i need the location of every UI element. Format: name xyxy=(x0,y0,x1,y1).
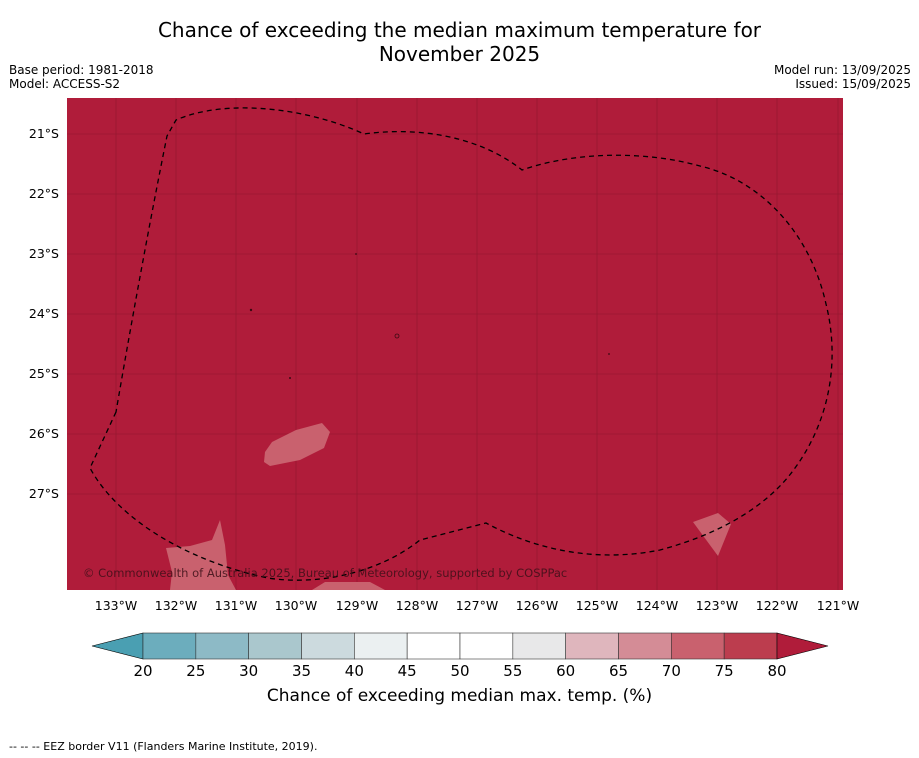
colorbar-tick-label: 35 xyxy=(292,662,311,680)
lon-label: 131°W xyxy=(215,598,257,613)
meta-right: Model run: 13/09/2025 Issued: 15/09/2025 xyxy=(774,63,911,91)
colorbar-tick-label: 80 xyxy=(767,662,786,680)
graticule xyxy=(67,98,843,590)
colorbar-tick-label: 55 xyxy=(503,662,522,680)
colorbar-segment xyxy=(248,632,302,660)
copyright-text: © Commonwealth of Australia 2025, Bureau… xyxy=(83,566,567,580)
island-marker xyxy=(289,377,291,379)
model-run: Model run: 13/09/2025 xyxy=(773,63,911,77)
colorbar-low-extension xyxy=(91,632,144,660)
model-name: Model: ACCESS-S2 xyxy=(9,77,121,91)
islands xyxy=(249,253,610,379)
colorbar-tick-label: 70 xyxy=(662,662,681,680)
colorbar-tick-label: 25 xyxy=(186,662,205,680)
lon-label: 121°W xyxy=(817,598,859,613)
lon-label: 128°W xyxy=(396,598,438,613)
title-line-2: November 2025 xyxy=(378,42,541,66)
map-area[interactable] xyxy=(67,98,843,590)
colorbar-tick-label: 65 xyxy=(609,662,628,680)
lat-label: 26°S xyxy=(29,426,59,441)
colorbar-segment xyxy=(723,632,778,660)
issued-date: Issued: 15/09/2025 xyxy=(795,77,911,91)
island-marker xyxy=(249,308,253,312)
colorbar-tick-label: 20 xyxy=(133,662,152,680)
colorbar-tick-label: 75 xyxy=(715,662,734,680)
lon-label: 123°W xyxy=(696,598,738,613)
lat-label: 21°S xyxy=(29,126,59,141)
probability-patch xyxy=(693,513,731,556)
lon-label: 127°W xyxy=(456,598,498,613)
colorbar-segment xyxy=(618,632,672,660)
island-marker xyxy=(394,333,400,339)
map-figure: © Commonwealth of Australia 2025, Bureau… xyxy=(29,98,859,680)
lon-label: 133°W xyxy=(95,598,137,613)
lon-label: 130°W xyxy=(275,598,317,613)
lon-label: 132°W xyxy=(155,598,197,613)
colorbar-label: Chance of exceeding median max. temp. (%… xyxy=(266,686,653,706)
colorbar-segment xyxy=(459,632,514,660)
colorbar-segment xyxy=(301,632,355,660)
colorbar-high-extension xyxy=(776,632,829,660)
probability-patch xyxy=(264,423,330,466)
probability-patch xyxy=(166,520,236,590)
colorbar-segment xyxy=(565,632,619,660)
colorbar: 20 25 30 35 40 45 50 55 60 65 70 75 80 xyxy=(91,632,829,680)
colorbar-tick-label: 40 xyxy=(345,662,364,680)
lat-label: 24°S xyxy=(29,306,59,321)
meta-left: Base period: 1981-2018 Model: ACCESS-S2 xyxy=(9,63,154,91)
colorbar-segment xyxy=(195,632,249,660)
colorbar-tick-label: 30 xyxy=(239,662,258,680)
colorbar-segment xyxy=(671,632,725,660)
lon-label: 122°W xyxy=(756,598,798,613)
lon-label: 125°W xyxy=(576,598,618,613)
lat-label: 22°S xyxy=(29,186,59,201)
colorbar-segment xyxy=(406,632,461,660)
colorbar-tick-label: 45 xyxy=(398,662,417,680)
colorbar-tick-label: 60 xyxy=(556,662,575,680)
island-marker xyxy=(608,353,610,355)
probability-patch xyxy=(312,582,385,590)
colorbar-tick-label: 50 xyxy=(450,662,469,680)
lon-label: 129°W xyxy=(336,598,378,613)
longitude-labels: 133°W 132°W 131°W 130°W 129°W 128°W 127°… xyxy=(95,598,859,613)
lat-label: 23°S xyxy=(29,246,59,261)
title-line-1: Chance of exceeding the median maximum t… xyxy=(157,18,762,42)
latitude-labels: 21°S 22°S 23°S 24°S 25°S 26°S 27°S xyxy=(29,126,59,501)
colorbar-segment xyxy=(354,632,408,660)
lat-label: 27°S xyxy=(29,486,59,501)
colorbar-segment xyxy=(142,632,197,660)
eez-border xyxy=(89,107,833,581)
eez-legend: -- -- -- EEZ border V11 (Flanders Marine… xyxy=(9,740,318,753)
map-title: Chance of exceeding the median maximum t… xyxy=(0,18,919,66)
lon-label: 124°W xyxy=(636,598,678,613)
lat-label: 25°S xyxy=(29,366,59,381)
colorbar-segment xyxy=(512,632,566,660)
lon-label: 126°W xyxy=(516,598,558,613)
island-marker xyxy=(355,253,357,255)
base-period: Base period: 1981-2018 xyxy=(9,63,154,77)
